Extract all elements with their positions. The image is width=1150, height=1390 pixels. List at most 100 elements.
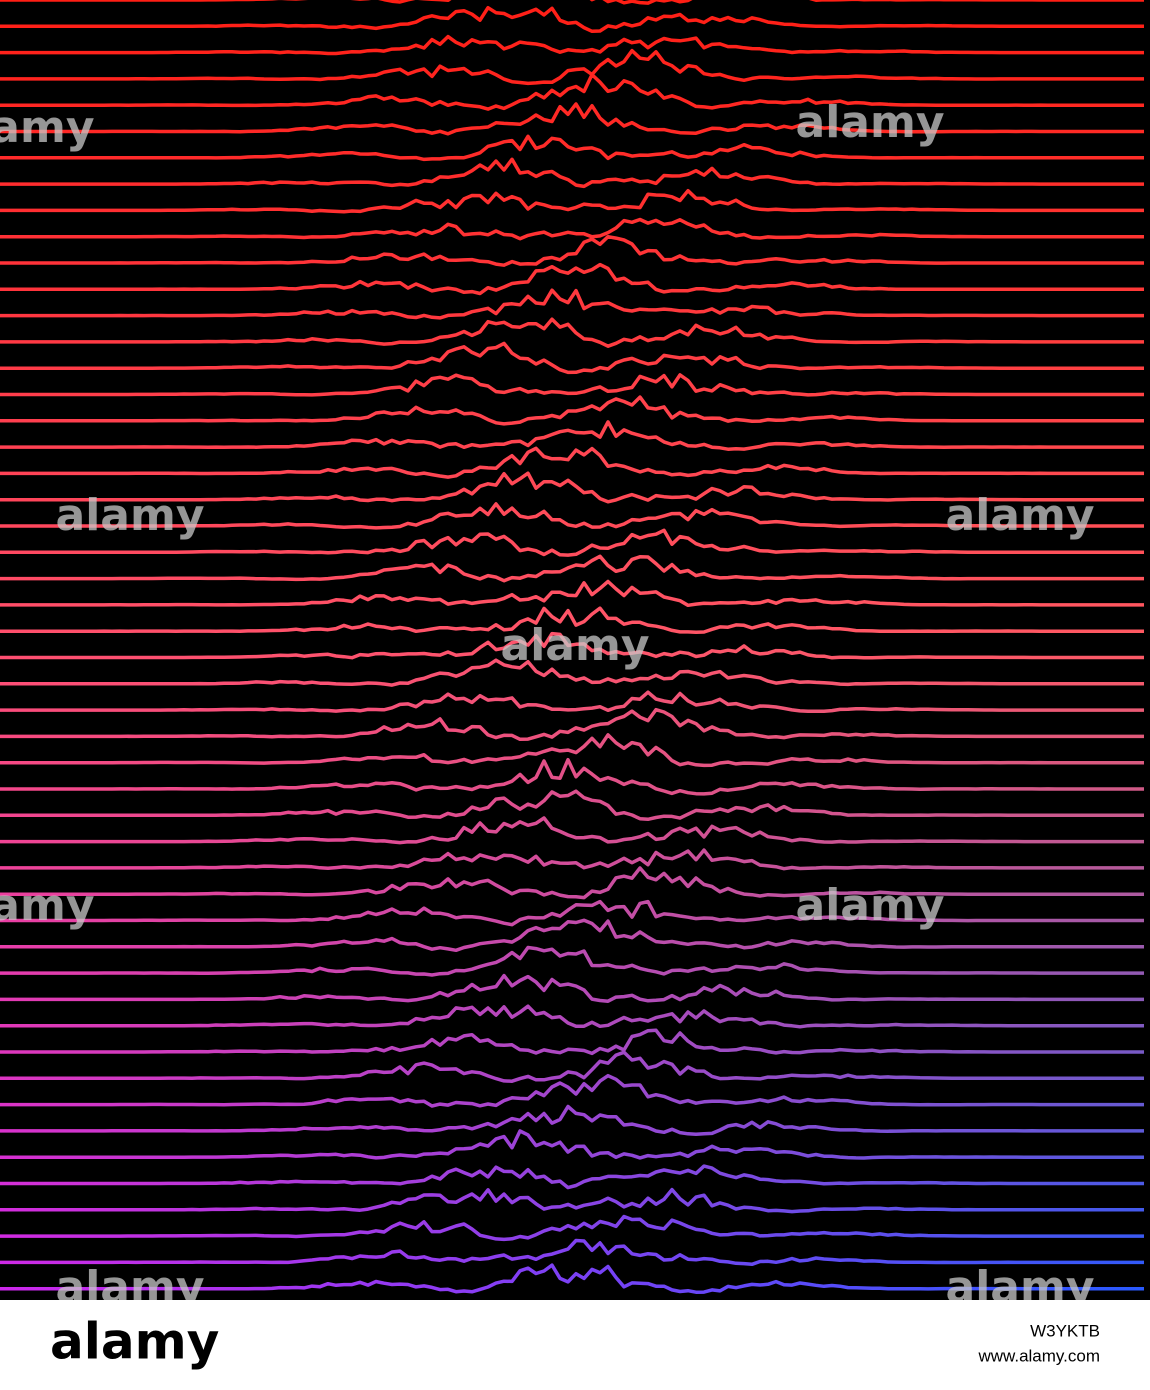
wave-line: [0, 317, 1144, 348]
wave-line: [0, 690, 1144, 714]
wave-line: [0, 918, 1144, 953]
wave-fill: [0, 530, 1150, 583]
wave-line: [0, 528, 1144, 557]
watermark: alamy: [796, 97, 945, 148]
wave-line: [0, 217, 1144, 241]
wave-fill: [0, 503, 1150, 556]
wave-line: [0, 866, 1144, 900]
wave-fill: [0, 556, 1150, 609]
wave-line: [0, 973, 1144, 1003]
wave-line: [0, 631, 1144, 660]
wave-fill: [0, 1189, 1150, 1240]
wave-fill: [0, 36, 1150, 83]
wave-line: [0, 899, 1144, 927]
wave-fill: [0, 136, 1150, 188]
wave-line: [0, 554, 1144, 583]
watermark: alamy: [946, 490, 1095, 541]
wave-fill: [0, 759, 1150, 819]
wave-line: [0, 1028, 1144, 1056]
wave-fill: [0, 0, 1150, 30]
wave-line: [0, 579, 1144, 608]
wave-line: [0, 606, 1144, 635]
wave-fill: [0, 1075, 1150, 1135]
watermark: alamy: [0, 880, 95, 931]
wave-line: [0, 48, 1144, 86]
wave-line: [0, 5, 1144, 34]
wave-fill: [0, 104, 1150, 162]
wave-line: [0, 816, 1144, 845]
wave-line: [0, 502, 1144, 530]
wave-line: [0, 1004, 1144, 1029]
wave-fill: [0, 236, 1150, 293]
wave-line: [0, 471, 1144, 504]
wave-line: [0, 188, 1144, 214]
wave-fill: [0, 1166, 1150, 1214]
watermark: alamy: [56, 490, 205, 541]
wave-line: [0, 134, 1144, 162]
wave-fill: [0, 319, 1150, 372]
wave-fill: [0, 818, 1150, 872]
wave-line: [0, 341, 1144, 375]
wave-fill: [0, 850, 1150, 898]
wave-fill: [0, 219, 1150, 267]
wave-fill: [0, 709, 1150, 767]
wave-lines: [0, 0, 1150, 1319]
wave-line: [0, 1050, 1144, 1083]
wave-line: [0, 34, 1144, 56]
footer-url: www.alamy.com: [977, 1346, 1100, 1365]
wave-fill: [0, 374, 1150, 425]
wave-line: [0, 288, 1144, 320]
wave-fill: [0, 791, 1150, 846]
wave-fill: [0, 633, 1150, 688]
wave-line: [0, 1129, 1144, 1160]
wave-fill: [0, 1131, 1150, 1188]
wave-fill: [0, 159, 1150, 215]
footer-bar: [0, 1300, 1150, 1390]
wave-line: [0, 157, 1144, 189]
wave-line: [0, 848, 1144, 871]
wave-line: [0, 234, 1144, 267]
wave-fill: [0, 448, 1150, 504]
wave-line: [0, 72, 1144, 111]
wave-fill: [0, 581, 1150, 635]
wave-line: [0, 707, 1144, 742]
wave-fill: [0, 947, 1150, 1004]
wave-line: [0, 1187, 1144, 1214]
wave-line: [0, 1164, 1144, 1190]
wave-line: [0, 658, 1144, 687]
wave-fill: [0, 975, 1150, 1030]
wave-line: [0, 1073, 1144, 1108]
footer-logo: alamy: [50, 1313, 219, 1371]
image-id: W3YKTB: [1030, 1321, 1100, 1340]
wave-fill: [0, 660, 1150, 714]
wave-fill: [0, 290, 1150, 346]
wave-line: [0, 789, 1144, 822]
wave-line: [0, 1263, 1144, 1294]
wave-line: [0, 262, 1144, 296]
wave-fill: [0, 734, 1150, 793]
wave-line: [0, 446, 1144, 479]
wave-fill: [0, 1006, 1150, 1056]
wave-fill: [0, 1030, 1150, 1082]
wave-fill: [0, 692, 1150, 741]
wave-fill: [0, 1240, 1150, 1293]
wave-fill: [0, 868, 1150, 925]
wave-line: [0, 757, 1144, 796]
wave-line: [0, 395, 1144, 426]
wave-fill: [0, 1106, 1150, 1161]
wave-line: [0, 102, 1144, 136]
wave-line: [0, 420, 1144, 451]
wave-fill: [0, 473, 1150, 530]
wave-fill: [0, 1052, 1150, 1109]
wave-line: [0, 1104, 1144, 1137]
wave-line: [0, 733, 1144, 768]
wave-fill: [0, 50, 1150, 109]
watermark: alamy: [501, 620, 650, 671]
wave-line: [0, 945, 1144, 977]
watermark: alamy: [0, 102, 95, 153]
wave-fill: [0, 190, 1150, 241]
wave-fill: [0, 920, 1150, 977]
wave-fill: [0, 343, 1150, 399]
